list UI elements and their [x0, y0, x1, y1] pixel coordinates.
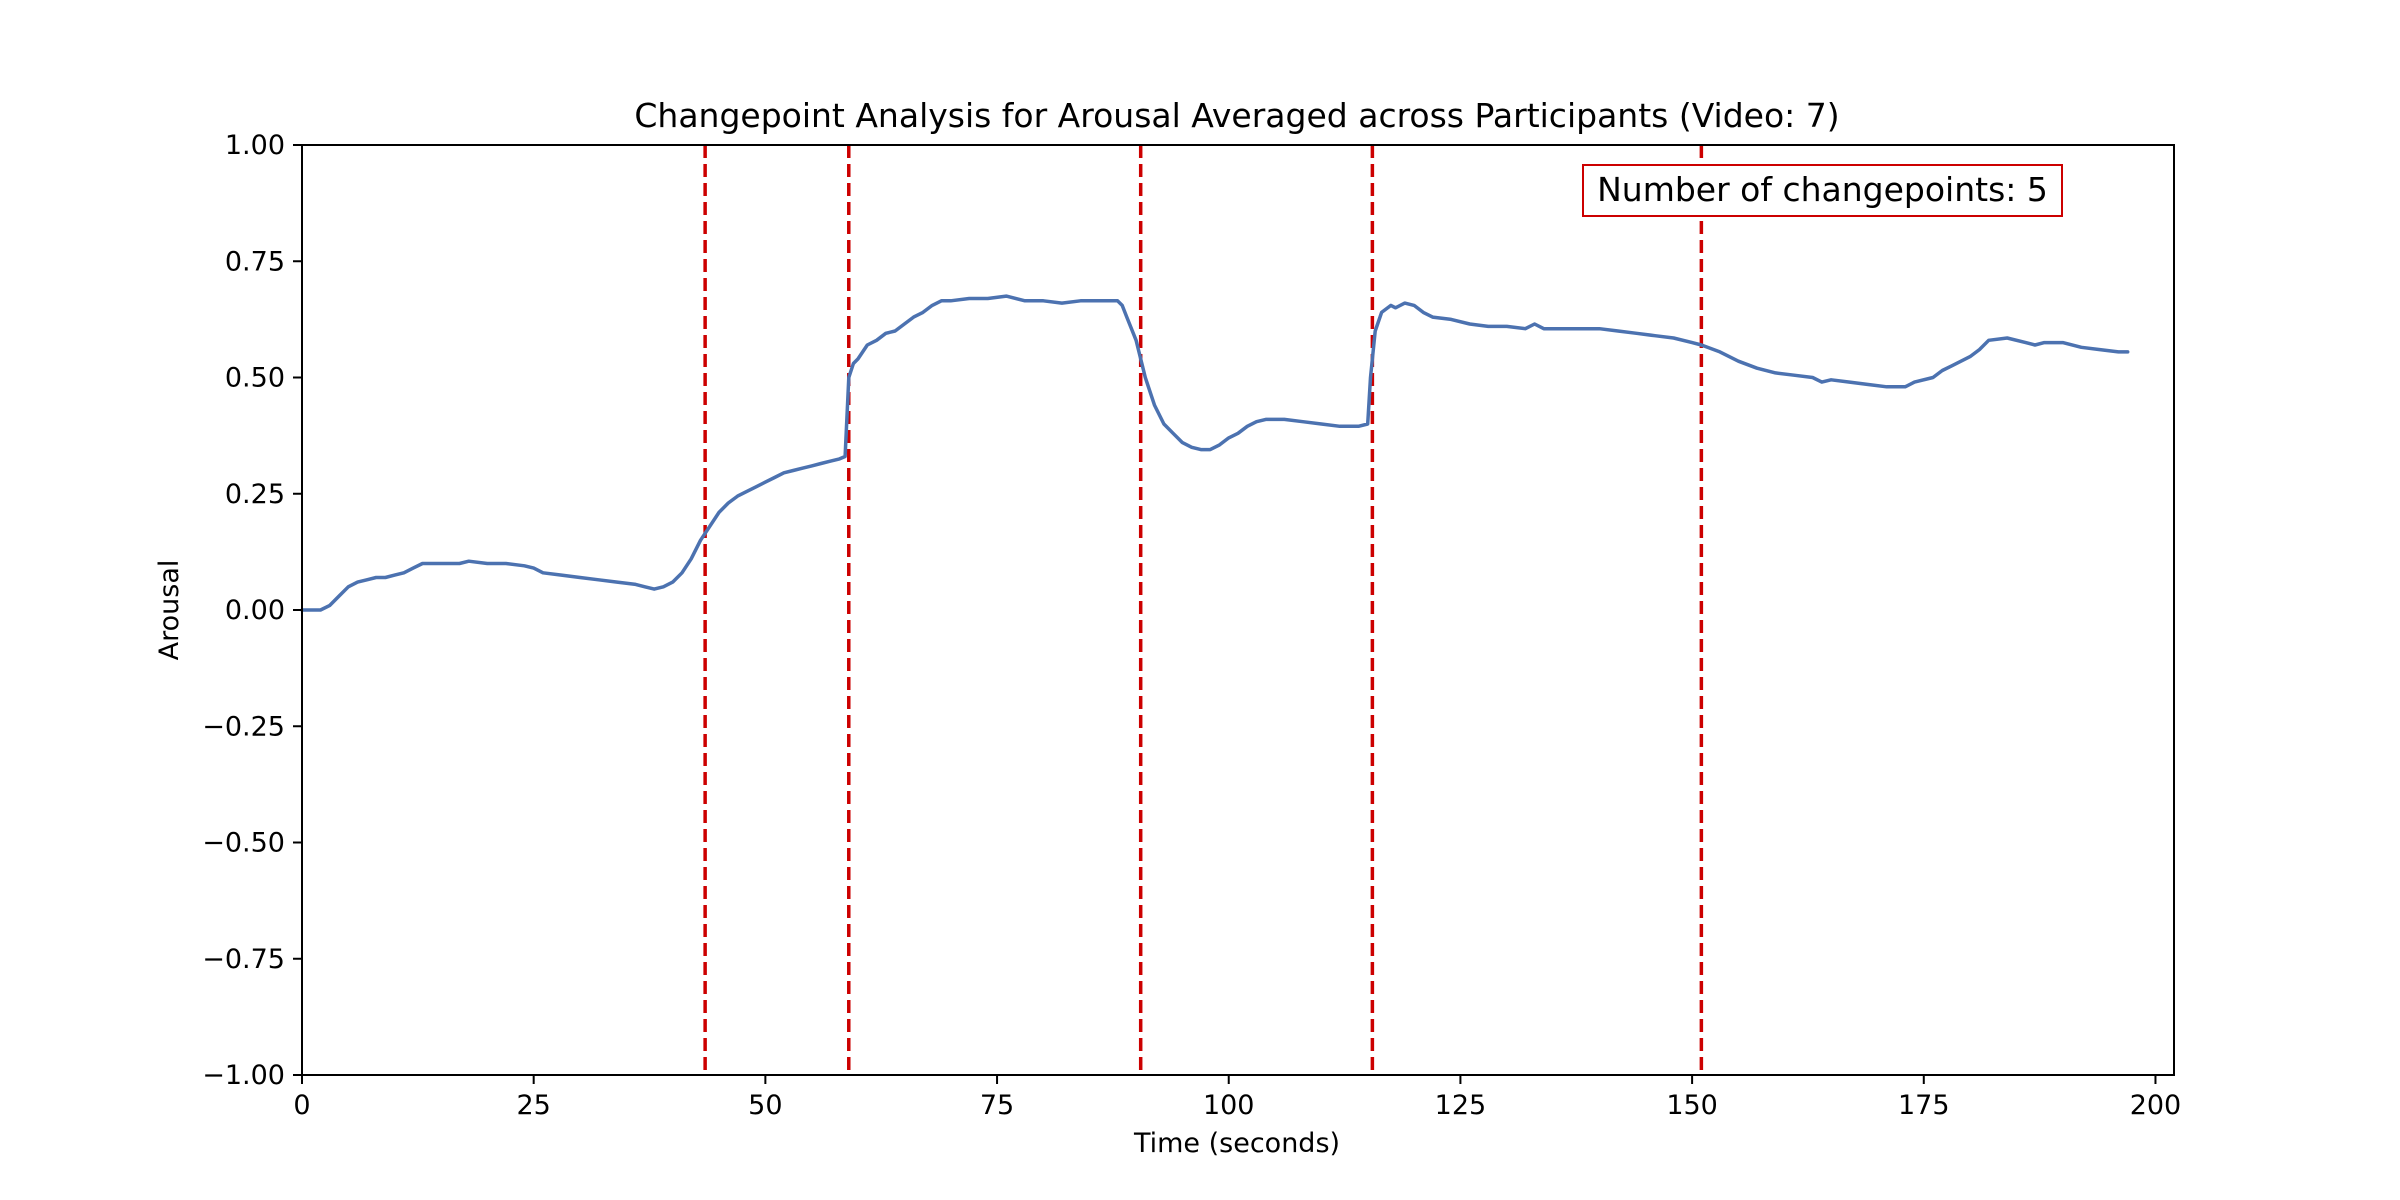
- y-tick-label: 0.00: [225, 595, 285, 626]
- x-tick-label: 25: [517, 1090, 551, 1121]
- annotation-text: Number of changepoints: 5: [1597, 170, 2048, 209]
- y-axis: −1.00 −0.75 −0.50 −0.25 0.00 0.25 0.50 0.75 1.00: [202, 130, 302, 1091]
- y-tick-label: −1.00: [202, 1060, 285, 1091]
- changepoint-layer: [703, 145, 1704, 1075]
- x-tick-label: 175: [1898, 1090, 1950, 1121]
- y-tick-label: −0.25: [202, 711, 285, 742]
- chart-title: Changepoint Analysis for Arousal Average…: [634, 96, 1839, 135]
- y-tick-label: 0.50: [225, 363, 285, 394]
- x-axis-label: Time (seconds): [1133, 1128, 1340, 1159]
- x-tick-label: 100: [1203, 1090, 1255, 1121]
- axes-frame: [301, 144, 2175, 1076]
- y-tick-label: 0.75: [225, 246, 285, 277]
- changepoint-count-annotation: Number of changepoints: 5: [1582, 164, 2063, 217]
- x-tick-label: 50: [748, 1090, 782, 1121]
- x-tick-label: 150: [1666, 1090, 1718, 1121]
- axes-border: [301, 144, 2175, 1076]
- x-tick-label: 125: [1435, 1090, 1487, 1121]
- y-tick-label: 0.25: [225, 479, 285, 510]
- y-axis-label: Arousal: [154, 560, 185, 661]
- y-tick-label: 1.00: [225, 130, 285, 161]
- y-tick-label: −0.75: [202, 944, 285, 975]
- y-tick-label: −0.50: [202, 828, 285, 859]
- annotation-box: [1582, 164, 2063, 217]
- x-axis: 0 25 50 75 100 125 150 175 200: [293, 1075, 2181, 1121]
- x-tick-label: 75: [980, 1090, 1014, 1121]
- x-tick-label: 200: [2130, 1090, 2182, 1121]
- x-tick-label: 0: [293, 1090, 310, 1121]
- series-layer: [300, 294, 2130, 612]
- series-line: [300, 294, 2130, 612]
